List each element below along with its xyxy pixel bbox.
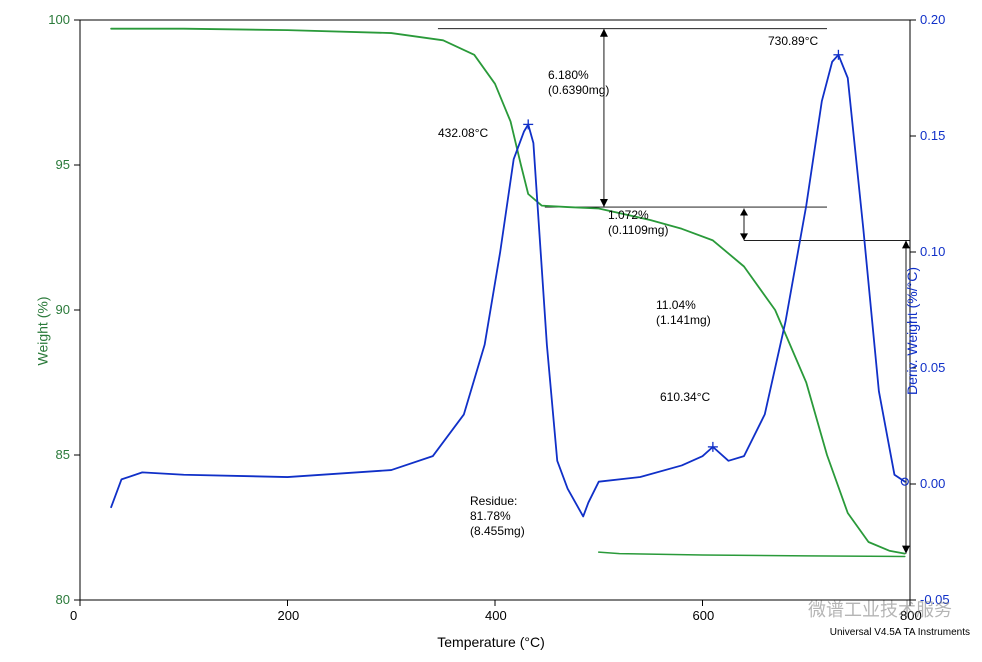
step3-annotation: 11.04% (1.141mg) bbox=[656, 298, 711, 328]
credit-text: Universal V4.5A TA Instruments bbox=[830, 627, 970, 638]
yl-tick: 85 bbox=[56, 447, 70, 462]
yr-tick: 0.00 bbox=[920, 476, 945, 491]
yr-tick: 0.10 bbox=[920, 244, 945, 259]
step2-mass: (0.1109mg) bbox=[608, 223, 668, 237]
peak2-label: 610.34°C bbox=[660, 390, 710, 405]
peak1-text: 432.08°C bbox=[438, 126, 488, 140]
step2-percent: 1.072% bbox=[608, 208, 649, 222]
yl-tick: 95 bbox=[56, 157, 70, 172]
x-tick: 800 bbox=[900, 608, 922, 623]
yr-tick: 0.05 bbox=[920, 360, 945, 375]
step2-annotation: 1.072% (0.1109mg) bbox=[608, 208, 668, 238]
x-tick: 400 bbox=[485, 608, 507, 623]
step1-percent: 6.180% bbox=[548, 68, 589, 82]
credit: Universal V4.5A TA Instruments bbox=[830, 627, 970, 638]
residue-mass: (8.455mg) bbox=[470, 524, 525, 538]
peak2-text: 610.34°C bbox=[660, 390, 710, 404]
step1-mass: (0.6390mg) bbox=[548, 83, 609, 97]
step3-mass: (1.141mg) bbox=[656, 313, 711, 327]
tga-chart: Weight (%) Deriv. Weight (%/°C) Temperat… bbox=[0, 0, 982, 662]
step1-annotation: 6.180% (0.6390mg) bbox=[548, 68, 609, 98]
peak3-text: 730.89°C bbox=[768, 34, 818, 48]
yr-tick: 0.20 bbox=[920, 12, 945, 27]
peak1-label: 432.08°C bbox=[438, 126, 488, 141]
x-tick: 0 bbox=[70, 608, 77, 623]
residue-label: Residue: bbox=[470, 494, 517, 508]
yl-tick: 80 bbox=[56, 592, 70, 607]
residue-percent: 81.78% bbox=[470, 509, 511, 523]
y-right-label-text: Deriv. Weight (%/°C) bbox=[904, 267, 920, 395]
y-left-label: Weight (%) bbox=[34, 297, 50, 366]
chart-svg bbox=[0, 0, 982, 662]
step3-percent: 11.04% bbox=[656, 298, 696, 312]
y-right-label: Deriv. Weight (%/°C) bbox=[904, 267, 920, 395]
yr-tick: 0.15 bbox=[920, 128, 945, 143]
yl-tick: 100 bbox=[48, 12, 70, 27]
residue-annotation: Residue: 81.78% (8.455mg) bbox=[470, 494, 525, 539]
x-tick: 600 bbox=[693, 608, 715, 623]
x-label: Temperature (°C) bbox=[437, 634, 545, 650]
peak3-label: 730.89°C bbox=[768, 34, 818, 49]
y-left-label-text: Weight (%) bbox=[34, 297, 50, 366]
yl-tick: 90 bbox=[56, 302, 70, 317]
yr-tick: -0.05 bbox=[920, 592, 950, 607]
x-tick: 200 bbox=[278, 608, 300, 623]
x-label-text: Temperature (°C) bbox=[437, 634, 545, 650]
